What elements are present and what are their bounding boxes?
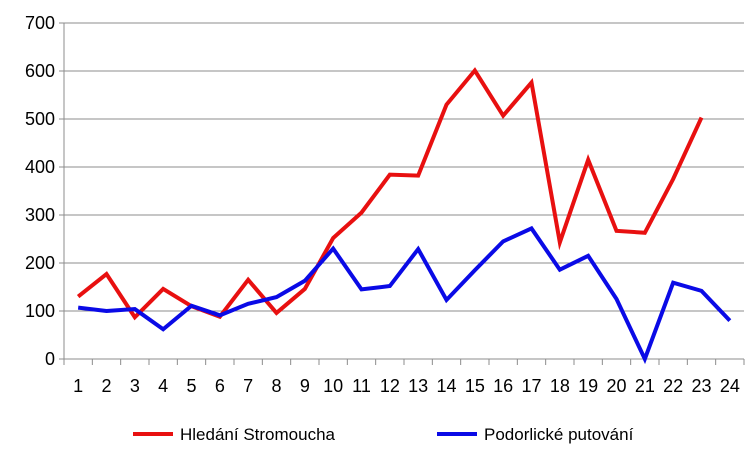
y-tick-label: 600 xyxy=(25,61,55,81)
x-tick-label: 15 xyxy=(465,376,485,396)
x-tick-label: 5 xyxy=(186,376,196,396)
legend-label-1: Hledání Stromoucha xyxy=(180,425,336,444)
x-tick-label: 14 xyxy=(436,376,456,396)
legend: Hledání Stromoucha Podorlické putování xyxy=(133,425,634,444)
x-tick-label: 4 xyxy=(158,376,168,396)
x-tick-label: 21 xyxy=(635,376,655,396)
y-tick-label: 500 xyxy=(25,109,55,129)
x-tick-label: 2 xyxy=(101,376,111,396)
x-tick-label: 3 xyxy=(130,376,140,396)
x-tick-label: 11 xyxy=(352,376,371,396)
y-axis-ticks: 0 100 200 300 400 500 600 700 xyxy=(25,13,64,369)
y-tick-label: 200 xyxy=(25,253,55,273)
x-tick-label: 24 xyxy=(720,376,740,396)
x-tick-label: 18 xyxy=(550,376,570,396)
gridlines xyxy=(64,22,744,312)
x-tick-label: 17 xyxy=(521,376,541,396)
y-tick-label: 300 xyxy=(25,205,55,225)
x-tick-label: 7 xyxy=(243,376,253,396)
x-tick-label: 10 xyxy=(323,376,343,396)
legend-label-2: Podorlické putování xyxy=(484,425,634,444)
x-tick-label: 19 xyxy=(578,376,598,396)
x-tick-label: 9 xyxy=(300,376,310,396)
x-tick-label: 23 xyxy=(691,376,711,396)
x-tick-label: 22 xyxy=(663,376,683,396)
x-tick-label: 20 xyxy=(606,376,626,396)
x-tick-label: 8 xyxy=(271,376,281,396)
x-tick-label: 13 xyxy=(408,376,428,396)
x-axis-ticks: 1 2 3 4 5 6 7 8 9 10 11 12 13 14 15 16 17 18 19 20 21 22 23 24 xyxy=(63,359,745,396)
series-lines xyxy=(76,67,732,365)
y-tick-label: 100 xyxy=(25,301,55,321)
x-tick-label: 16 xyxy=(493,376,513,396)
series-line-2 xyxy=(77,225,732,365)
x-tick-label: 12 xyxy=(380,376,400,396)
y-tick-label: 0 xyxy=(45,349,55,369)
series-line-1 xyxy=(76,67,704,321)
y-tick-label: 700 xyxy=(25,13,55,33)
axes xyxy=(63,23,744,360)
y-tick-label: 400 xyxy=(25,157,55,177)
x-tick-label: 1 xyxy=(73,376,83,396)
x-tick-label: 6 xyxy=(215,376,225,396)
